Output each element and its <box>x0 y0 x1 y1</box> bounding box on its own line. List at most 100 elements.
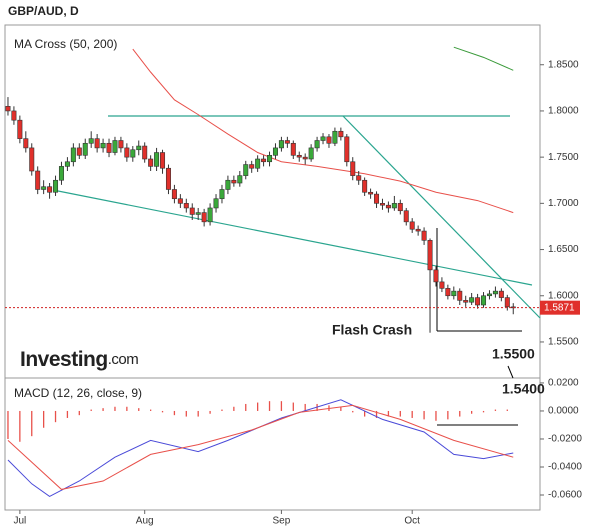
candle-body <box>243 164 249 176</box>
chart-title: GBP/AUD, D <box>8 4 79 18</box>
candle-body <box>439 281 445 289</box>
candle-body <box>368 191 374 195</box>
candle-body <box>148 158 154 167</box>
candle-body <box>267 154 273 163</box>
trend-lines <box>52 115 541 319</box>
y-tick-label: -0.0400 <box>548 462 582 473</box>
logo-suffix: .com <box>108 351 139 368</box>
candle-body <box>284 140 290 144</box>
candle-body <box>165 167 171 190</box>
candle-body <box>225 179 231 190</box>
candle-body <box>17 119 23 139</box>
candle-body <box>41 186 47 190</box>
candle-body <box>154 152 160 167</box>
candle-body <box>255 158 261 169</box>
candle-body <box>421 230 427 241</box>
candle-body <box>189 207 195 215</box>
candle-body <box>35 170 41 190</box>
candle-body <box>332 130 338 144</box>
candle-body <box>219 189 225 200</box>
y-tick-label: 1.7500 <box>548 152 579 163</box>
candle-body <box>142 145 148 160</box>
candle-body <box>320 136 326 141</box>
candle-body <box>118 140 124 149</box>
candle-body <box>385 204 391 209</box>
candle-body <box>237 175 243 184</box>
logo: Investing.com <box>20 348 138 371</box>
candle-body <box>308 147 314 160</box>
candle-body <box>403 210 409 223</box>
candle-body <box>94 138 100 149</box>
candle-body <box>481 295 487 306</box>
y-tick-label: 0.0200 <box>548 378 579 389</box>
line-series <box>7 404 514 490</box>
candle-body <box>272 147 278 156</box>
candle-body <box>451 290 457 297</box>
candle-body <box>409 221 415 230</box>
logo-main: Investing <box>20 348 108 371</box>
candle-body <box>356 175 362 181</box>
candle-body <box>100 142 106 149</box>
legend: MA Cross (50, 200) <box>14 37 117 51</box>
x-tick-label: Sep <box>273 516 291 527</box>
candle-body <box>88 138 94 144</box>
candle-body <box>160 152 166 169</box>
candle-body <box>231 179 237 184</box>
bracket-line <box>507 365 514 379</box>
candle-body <box>379 203 385 206</box>
x-tick-label: Jul <box>13 516 26 527</box>
candle-body <box>433 269 439 283</box>
candle-body <box>11 110 17 121</box>
frame <box>4 24 541 511</box>
x-tick-label: Oct <box>404 516 420 527</box>
candle-body <box>53 179 59 193</box>
y-tick-label: 1.8000 <box>548 106 579 117</box>
candle-body <box>290 142 296 156</box>
candle-body <box>183 203 189 209</box>
trend-line <box>342 115 541 319</box>
candle-body <box>278 140 284 149</box>
candle-body <box>249 164 255 169</box>
candle-body <box>338 130 344 138</box>
candle-body <box>445 288 451 297</box>
candle-body <box>64 161 70 167</box>
x-tick-label: Aug <box>136 516 154 527</box>
line-series <box>7 399 514 497</box>
candle-body <box>76 147 82 156</box>
candle-body <box>504 297 510 308</box>
candle-body <box>5 106 11 112</box>
candle-body <box>314 140 320 149</box>
candle-body <box>201 212 207 223</box>
candle-body <box>195 212 201 215</box>
candle-body <box>427 240 433 271</box>
y-tick-label: 1.8500 <box>548 59 579 70</box>
y-tick-label: -0.0600 <box>548 490 582 501</box>
candle-body <box>106 142 112 153</box>
y-tick-label: 1.5500 <box>548 337 579 348</box>
annotation: 1.5500 <box>492 346 535 362</box>
candle-body <box>70 147 76 163</box>
candle-body <box>350 161 356 176</box>
candle-body <box>326 136 332 144</box>
line-series <box>132 48 514 214</box>
y-tick-label: -0.0200 <box>548 434 582 445</box>
candle-body <box>261 158 267 163</box>
candle-body <box>177 198 183 204</box>
candle-body <box>475 297 481 306</box>
candle-body <box>486 293 492 297</box>
candle-body <box>391 203 397 209</box>
candle-body <box>344 136 350 163</box>
trend-line <box>52 189 533 286</box>
annotation: 1.5400 <box>502 381 545 397</box>
candle-body <box>397 203 403 212</box>
candle-body <box>469 297 475 303</box>
candle-body <box>136 145 142 151</box>
candle-body <box>302 156 308 160</box>
candle-body <box>463 300 469 303</box>
candle-body <box>492 290 498 295</box>
candle-body <box>374 193 380 204</box>
candle-body <box>82 142 88 156</box>
macd-legend: MACD (12, 26, close, 9) <box>14 386 142 400</box>
candle-body <box>58 166 64 181</box>
